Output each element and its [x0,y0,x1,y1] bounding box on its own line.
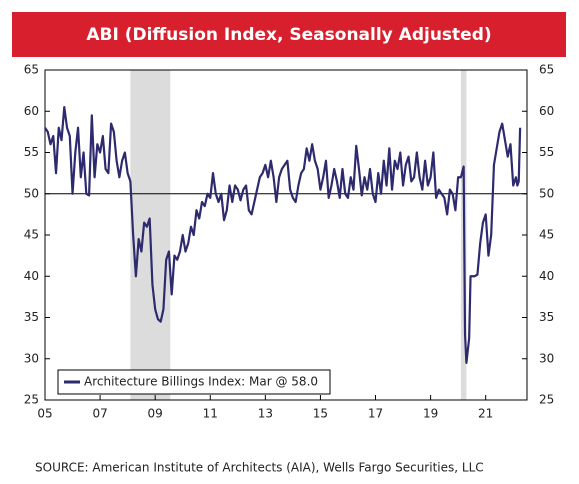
y-tick-label: 25 [24,393,39,407]
x-tick-label: 07 [92,407,107,421]
y2-tick-label: 45 [539,228,554,242]
x-tick-label: 15 [313,407,328,421]
y2-tick-label: 60 [539,104,554,118]
data-line [44,106,522,364]
x-tick-label: 11 [203,407,218,421]
x-tick-label: 05 [37,407,52,421]
y-tick-label: 60 [24,104,39,118]
x-tick-label: 19 [423,407,438,421]
y-tick-label: 65 [24,63,39,77]
y-tick-label: 40 [24,269,39,283]
y2-tick-label: 35 [539,310,554,324]
legend-label: Architecture Billings Index: Mar @ 58.0 [84,375,318,389]
title-banner [12,12,566,57]
y2-tick-label: 65 [539,63,554,77]
source-note: SOURCE: American Institute of Architects… [35,461,484,475]
y2-tick-label: 50 [539,186,554,200]
y-tick-label: 55 [24,145,39,159]
x-tick-label: 17 [368,407,383,421]
y-tick-label: 30 [24,351,39,365]
y-tick-label: 50 [24,186,39,200]
x-tick-label: 21 [478,407,493,421]
y2-tick-label: 30 [539,351,554,365]
legend-box [57,369,331,395]
y2-tick-label: 25 [539,393,554,407]
chart-title: ABI (Diffusion Index, Seasonally Adjuste… [86,25,491,45]
x-tick-label: 09 [148,407,163,421]
y2-tick-label: 55 [539,145,554,159]
x-tick-label: 13 [258,407,273,421]
y-tick-label: 35 [24,310,39,324]
plot-frame [44,69,528,401]
y2-tick-label: 40 [539,269,554,283]
y-tick-label: 45 [24,228,39,242]
